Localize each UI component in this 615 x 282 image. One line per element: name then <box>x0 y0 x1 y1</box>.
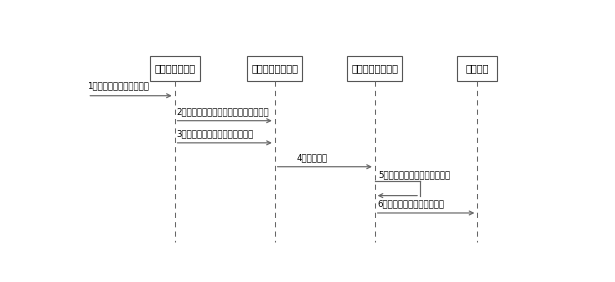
Text: 运维工单显示页面: 运维工单显示页面 <box>251 63 298 73</box>
Bar <box>457 56 498 81</box>
Text: 3、根据故障类型确定运维工程师: 3、根据故障类型确定运维工程师 <box>176 129 253 138</box>
Bar <box>347 56 402 81</box>
Bar <box>247 56 302 81</box>
Text: 4、工单存储: 4、工单存储 <box>296 153 327 162</box>
Text: 运维工单处理中心: 运维工单处理中心 <box>351 63 399 73</box>
Text: 2、运维服务中心服务人员登记服务请求: 2、运维服务中心服务人员登记服务请求 <box>176 107 269 116</box>
Text: 1、客户提出故障维修申请: 1、客户提出故障维修申请 <box>87 81 149 90</box>
Text: 短信网关: 短信网关 <box>466 63 489 73</box>
Bar <box>149 56 200 81</box>
Text: 6、发送通知短信到短信网关: 6、发送通知短信到短信网关 <box>377 200 444 209</box>
Text: 5、根据工单内容组合通知短信: 5、根据工单内容组合通知短信 <box>378 170 450 179</box>
Text: 运维中心服务台: 运维中心服务台 <box>154 63 195 73</box>
